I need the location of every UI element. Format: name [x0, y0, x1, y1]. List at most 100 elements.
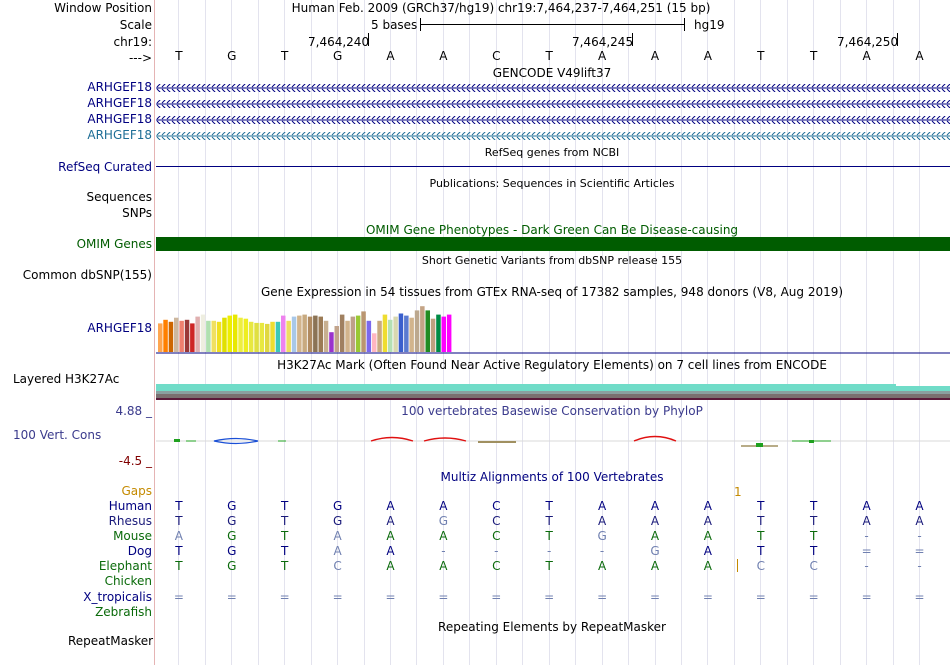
gtex-tissue-bar[interactable] — [409, 317, 414, 352]
refseq-track-label[interactable]: RefSeq Curated — [58, 160, 152, 174]
gencode-label-1[interactable]: ARHGEF18 — [87, 80, 152, 94]
alignment-base: T — [810, 529, 818, 543]
gtex-tissue-bar[interactable] — [318, 316, 324, 352]
gtex-tissue-bar[interactable] — [281, 315, 286, 352]
gtex-tissue-bar[interactable] — [345, 320, 350, 352]
gtex-tissue-bar[interactable] — [355, 315, 361, 352]
gencode-track-title: GENCODE V49lift37 — [492, 66, 612, 80]
gencode-label-4[interactable]: ARHGEF18 — [87, 128, 152, 142]
gtex-tissue-bar[interactable] — [270, 321, 275, 352]
gtex-tissue-bar[interactable] — [184, 319, 190, 352]
gtex-tissue-bar[interactable] — [307, 316, 313, 352]
gtex-tissue-bar[interactable] — [425, 310, 431, 352]
track-image-area[interactable]: Human Feb. 2009 (GRCh37/hg19) chr19:7,46… — [156, 0, 950, 665]
gtex-tissue-bar[interactable] — [211, 320, 217, 352]
gtex-tissue-bar[interactable] — [200, 314, 206, 352]
gtex-tissue-bar[interactable] — [286, 320, 291, 352]
gtex-tissue-bar[interactable] — [216, 321, 222, 352]
gtex-expression-chart[interactable] — [156, 300, 950, 356]
repeatmasker-track-label[interactable]: RepeatMasker — [68, 634, 154, 648]
gtex-tissue-bar[interactable] — [232, 314, 238, 352]
gtex-track-label[interactable]: ARHGEF18 — [87, 321, 152, 335]
gtex-tissue-bar[interactable] — [297, 315, 302, 352]
gtex-tissue-bar[interactable] — [323, 320, 329, 352]
phylop-track-label[interactable]: 100 Vert. Cons — [13, 428, 102, 442]
alignment-base: - — [494, 544, 499, 558]
gtex-tissue-bar[interactable] — [398, 313, 404, 353]
gtex-tissue-bar[interactable] — [275, 321, 281, 352]
omim-track-label[interactable]: OMIM Genes — [76, 237, 152, 251]
alignment-base: = — [861, 590, 872, 604]
alignment-base: A — [703, 559, 712, 573]
phylop-conservation-plot[interactable] — [156, 430, 950, 454]
gtex-tissue-bar[interactable] — [254, 322, 259, 352]
gtex-tissue-bar[interactable] — [366, 320, 372, 352]
gtex-tissue-bar[interactable] — [430, 318, 436, 352]
gtex-tissue-bar[interactable] — [350, 316, 356, 352]
gtex-tissue-bar[interactable] — [388, 319, 393, 352]
gtex-tissue-bar[interactable] — [414, 310, 420, 352]
gridline — [495, 0, 497, 665]
gtex-tissue-bar[interactable] — [339, 314, 345, 352]
gencode-transcript-4[interactable] — [156, 132, 950, 140]
gtex-tissue-bar[interactable] — [446, 314, 452, 352]
publications-track-label[interactable]: Sequences — [86, 190, 152, 204]
reference-base: G — [332, 49, 343, 63]
gtex-tissue-bar[interactable] — [243, 318, 249, 352]
h3k27ac-signal[interactable] — [156, 382, 950, 402]
gtex-tissue-bar[interactable] — [420, 306, 425, 352]
gtex-tissue-bar[interactable] — [441, 316, 447, 352]
gtex-tissue-bar[interactable] — [238, 317, 243, 352]
omim-gene-bar[interactable] — [156, 237, 950, 251]
alignment-base: = — [649, 590, 661, 604]
gtex-tissue-bar[interactable] — [329, 332, 334, 352]
gencode-transcript-3[interactable] — [156, 116, 950, 124]
h3k27ac-track-label[interactable]: Layered H3K27Ac — [13, 372, 120, 386]
gtex-tissue-bar[interactable] — [313, 315, 318, 352]
gtex-tissue-bar[interactable] — [259, 322, 265, 352]
gtex-tissue-bar[interactable] — [393, 316, 398, 352]
alignment-base: A — [650, 514, 660, 528]
alignment-base: G — [597, 529, 607, 543]
gtex-tissue-bar[interactable] — [179, 320, 184, 352]
scale-label: Scale — [119, 18, 152, 32]
gencode-transcripts[interactable] — [156, 80, 950, 144]
alignment-base: A — [386, 514, 395, 528]
gtex-tissue-bar[interactable] — [163, 319, 168, 352]
gtex-tissue-bar[interactable] — [291, 316, 297, 352]
gtex-tissue-bar[interactable] — [404, 315, 409, 352]
alignment-base: A — [386, 529, 395, 543]
gtex-tissue-bar[interactable] — [222, 317, 227, 352]
reference-base: T — [175, 49, 183, 63]
alignment-base: = — [597, 590, 608, 604]
gtex-tissue-bar[interactable] — [168, 321, 174, 352]
gtex-tissue-bar[interactable] — [265, 323, 270, 352]
dbsnp-track-label[interactable]: Common dbSNP(155) — [22, 268, 152, 282]
gtex-tissue-bar[interactable] — [227, 315, 233, 352]
refseq-gene-line[interactable] — [156, 166, 950, 167]
gtex-tissue-bar[interactable] — [158, 323, 163, 352]
reference-base: A — [862, 49, 871, 63]
gtex-tissue-bar[interactable] — [334, 326, 340, 352]
gtex-tissue-bar[interactable] — [436, 314, 441, 352]
gtex-tissue-bar[interactable] — [377, 320, 382, 352]
alignment-base: T — [810, 514, 818, 528]
gtex-tissue-bar[interactable] — [174, 317, 179, 352]
gencode-transcript-1[interactable] — [156, 84, 950, 92]
gtex-tissue-bar[interactable] — [195, 316, 200, 352]
alignment-base: C — [809, 559, 818, 573]
gtex-tissue-bar[interactable] — [190, 323, 195, 352]
gtex-tissue-bar[interactable] — [248, 321, 254, 352]
gtex-tissue-bar[interactable] — [206, 320, 211, 352]
gtex-tissue-bar[interactable] — [372, 333, 377, 352]
gencode-label-3[interactable]: ARHGEF18 — [87, 112, 152, 126]
gencode-label-2[interactable]: ARHGEF18 — [87, 96, 152, 110]
snps-track-label[interactable]: SNPs — [122, 206, 152, 220]
gridline — [786, 0, 788, 665]
alignment-base: T — [545, 514, 553, 528]
gtex-tissue-bar[interactable] — [382, 314, 388, 352]
gencode-transcript-2[interactable] — [156, 100, 950, 108]
gtex-tissue-bar[interactable] — [302, 314, 307, 352]
alignment-base: A — [703, 514, 712, 528]
gtex-tissue-bar[interactable] — [361, 311, 366, 352]
